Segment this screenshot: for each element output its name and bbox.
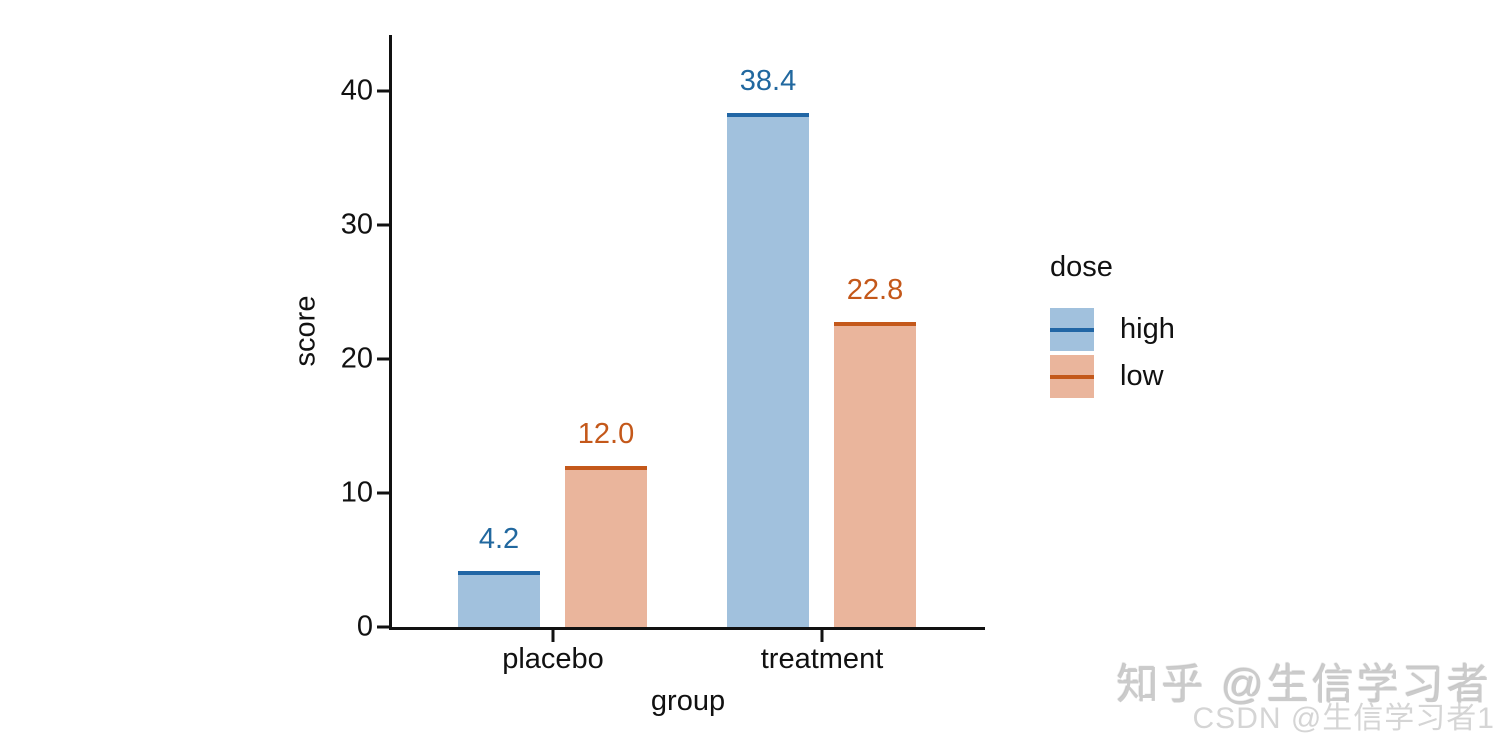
bar-rect <box>565 466 647 627</box>
y-axis-line <box>389 35 392 630</box>
watermark-csdn: CSDN @生信学习者1 <box>1192 702 1495 735</box>
y-tick <box>377 89 389 93</box>
bar-rect <box>727 113 809 627</box>
y-tick-label: 20 <box>340 342 373 375</box>
bar-placebo-low: 12.0 <box>565 35 647 627</box>
y-tick <box>377 357 389 361</box>
bar-treatment-low: 22.8 <box>834 35 916 627</box>
legend-title: dose <box>1050 251 1113 283</box>
bar-value-label: 4.2 <box>478 523 520 555</box>
x-tick-treatment <box>820 630 824 642</box>
y-tick-label: 40 <box>340 74 373 107</box>
bar-rect <box>834 322 916 627</box>
x-tick-label-treatment: treatment <box>760 643 884 675</box>
legend-swatch-high-icon <box>1050 308 1094 351</box>
legend-swatch-low-icon <box>1050 355 1094 398</box>
y-tick-label: 30 <box>340 208 373 241</box>
bar-value-label: 12.0 <box>577 418 635 450</box>
legend-label-low: low <box>1120 360 1164 392</box>
x-axis-line <box>389 627 985 630</box>
bar-value-label: 22.8 <box>846 274 904 306</box>
y-tick-label: 10 <box>340 476 373 509</box>
x-tick-label-placebo: placebo <box>502 643 604 675</box>
y-axis-label: score <box>289 295 322 367</box>
y-tick <box>377 625 389 629</box>
y-tick <box>377 223 389 227</box>
x-tick-placebo <box>551 630 555 642</box>
legend-item-low: low <box>1050 355 1175 398</box>
legend: dose high low <box>1050 250 1175 402</box>
plot-area: 0 10 20 30 40 placebo treatment group score … <box>290 35 985 716</box>
watermark-zhihu: 知乎 @生信学习者 <box>1116 661 1492 708</box>
y-tick <box>377 491 389 495</box>
legend-swatch-line <box>1050 327 1094 332</box>
y-tick-label: 0 <box>356 610 373 643</box>
legend-label-high: high <box>1120 313 1175 345</box>
bar-value-label: 38.4 <box>739 65 797 97</box>
legend-item-high: high <box>1050 308 1175 351</box>
bar-rect <box>458 571 540 627</box>
legend-swatch-line <box>1050 374 1094 379</box>
bar-treatment-high: 38.4 <box>727 35 809 627</box>
x-axis-label: group <box>650 685 726 717</box>
bar-placebo-high: 4.2 <box>458 35 540 627</box>
